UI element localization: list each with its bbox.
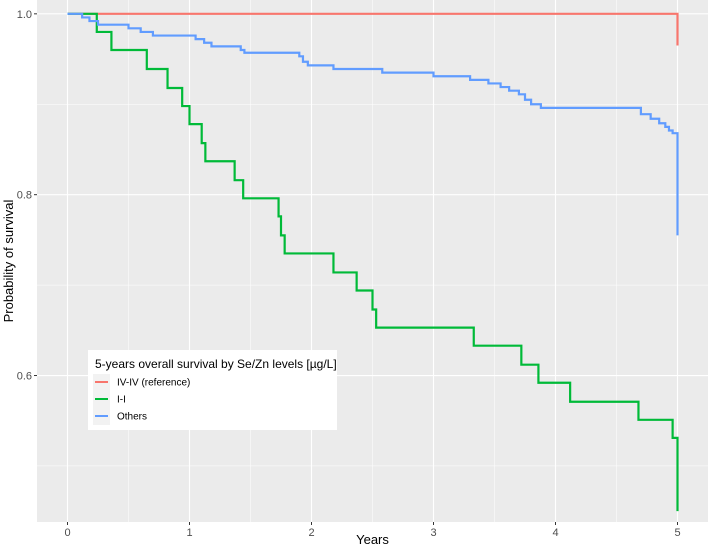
x-axis-title: Years xyxy=(356,532,389,547)
legend: 5-years overall survival by Se/Zn levels… xyxy=(88,350,337,430)
legend-label: Others xyxy=(117,412,147,423)
x-tick-label: 2 xyxy=(308,527,314,539)
legend-title: 5-years overall survival by Se/Zn levels… xyxy=(95,357,337,371)
axis-ticks xyxy=(34,13,678,525)
series-line-1 xyxy=(67,12,679,46)
y-tick-label: 0.6 xyxy=(17,371,32,383)
x-tick-label: 3 xyxy=(430,527,436,539)
series-line-3 xyxy=(67,12,679,236)
legend-label: I-I xyxy=(117,395,126,406)
x-tick-label: 0 xyxy=(64,527,70,539)
x-tick-label: 4 xyxy=(552,527,558,539)
series-line-2 xyxy=(67,12,679,512)
tick-labels: 0.6 0.8 1.0 0 1 2 3 4 5 xyxy=(17,9,681,539)
y-tick-label: 0.8 xyxy=(17,190,32,202)
legend-label: IV-IV (reference) xyxy=(117,378,190,389)
legend-items: IV-IV (reference) I-I Others xyxy=(93,374,190,425)
y-tick-label: 1.0 xyxy=(17,9,32,21)
series-layer xyxy=(67,12,679,512)
x-tick-label: 5 xyxy=(674,527,680,539)
minor-gridlines xyxy=(37,0,708,522)
legend-box xyxy=(88,350,337,430)
y-axis-title: Probability of survival xyxy=(1,199,16,322)
x-tick-label: 1 xyxy=(186,527,192,539)
